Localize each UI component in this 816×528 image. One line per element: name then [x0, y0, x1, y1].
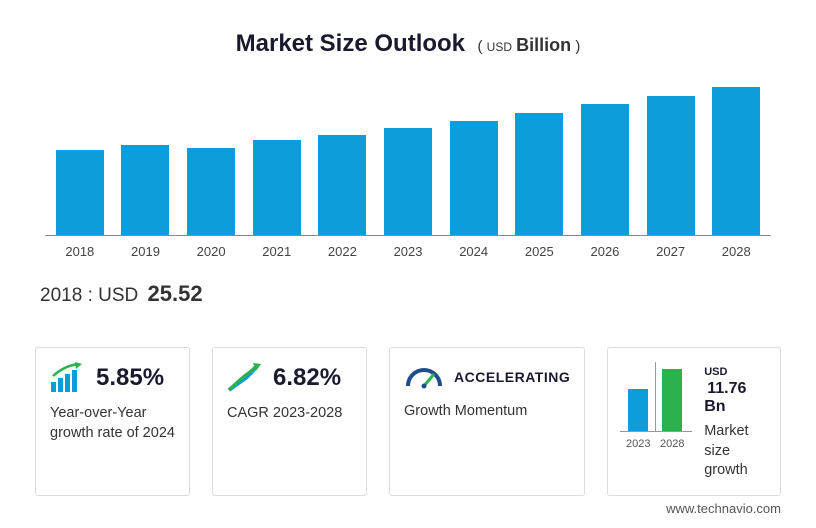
cagr-sub: CAGR 2023-2028 — [227, 404, 352, 424]
mini-label-a: 2023 — [623, 438, 653, 450]
bar-column — [178, 76, 244, 235]
bar — [384, 128, 432, 235]
x-label: 2018 — [47, 244, 113, 259]
x-label: 2020 — [178, 244, 244, 259]
bar-column — [703, 76, 769, 235]
bar — [187, 148, 235, 235]
highlight-currency: USD — [98, 285, 138, 306]
highlight-year: 2018 — [40, 285, 82, 306]
growth-usd: USD — [704, 366, 727, 378]
bar-column — [47, 76, 113, 235]
bar-column — [375, 76, 441, 235]
bar — [515, 113, 563, 235]
growth-sub: Market size growth — [704, 422, 766, 481]
card-yoy: 5.85% Year-over-Year growth rate of 2024 — [35, 347, 190, 496]
bar — [253, 140, 301, 235]
momentum-label: ACCELERATING — [454, 369, 570, 385]
mini-bar-chart: 2023 2028 — [620, 362, 692, 440]
bar-column — [638, 76, 704, 235]
highlight-amount: 25.52 — [148, 281, 203, 306]
x-label: 2028 — [703, 244, 769, 259]
card-momentum: ACCELERATING Growth Momentum — [389, 347, 585, 496]
bar — [581, 104, 629, 235]
x-label: 2026 — [572, 244, 638, 259]
x-label: 2019 — [113, 244, 179, 259]
bar — [318, 135, 366, 235]
x-label: 2024 — [441, 244, 507, 259]
bar-column — [506, 76, 572, 235]
bar — [712, 87, 760, 235]
footer-source: www.technavio.com — [666, 501, 781, 516]
highlight-value-line: 2018 : USD 25.52 — [40, 281, 781, 307]
x-axis-labels: 2018201920202021202220232024202520262027… — [45, 244, 771, 259]
x-label: 2027 — [638, 244, 704, 259]
bar-column — [113, 76, 179, 235]
bar-chart — [45, 76, 771, 236]
chart-title: Market Size Outlook — [236, 30, 465, 57]
mini-label-b: 2028 — [657, 438, 687, 450]
growth-value: 11.76 Bn — [704, 380, 746, 415]
yoy-sub: Year-over-Year growth rate of 2024 — [50, 404, 175, 443]
subtitle-usd: USD — [487, 40, 512, 54]
x-label: 2021 — [244, 244, 310, 259]
bar-column — [244, 76, 310, 235]
bar-column — [310, 76, 376, 235]
card-growth: 2023 2028 USD 11.76 Bn Market size growt… — [607, 347, 781, 496]
x-label: 2023 — [375, 244, 441, 259]
card-cagr: 6.82% CAGR 2023-2028 — [212, 347, 367, 496]
bar-column — [441, 76, 507, 235]
x-label: 2022 — [310, 244, 376, 259]
kpi-cards-row: 5.85% Year-over-Year growth rate of 2024… — [35, 347, 781, 496]
bar — [56, 150, 104, 235]
chart-subtitle: ( USD Billion ) — [477, 38, 580, 55]
growth-arrow-icon — [227, 362, 263, 394]
chart-title-row: Market Size Outlook ( USD Billion ) — [35, 30, 781, 58]
bar-arrow-icon — [50, 362, 86, 394]
momentum-sub: Growth Momentum — [404, 402, 570, 422]
yoy-percent: 5.85% — [96, 364, 164, 392]
bar — [450, 121, 498, 235]
bar-column — [572, 76, 638, 235]
cagr-percent: 6.82% — [273, 364, 341, 392]
growth-value-row: USD 11.76 Bn — [704, 362, 766, 416]
subtitle-unit: Billion — [516, 35, 571, 55]
bar — [121, 145, 169, 235]
gauge-icon — [404, 362, 444, 392]
x-label: 2025 — [506, 244, 572, 259]
bar — [647, 96, 695, 235]
